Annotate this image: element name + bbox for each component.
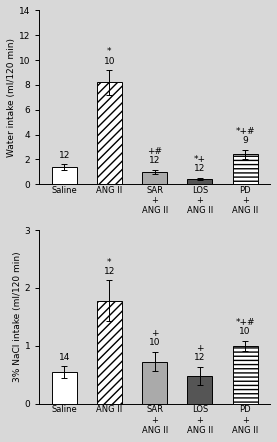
Text: 14: 14 xyxy=(58,353,70,362)
Bar xyxy=(188,376,212,404)
Text: *+#: *+# xyxy=(235,127,255,136)
Y-axis label: Water intake (ml/120 min): Water intake (ml/120 min) xyxy=(7,38,16,157)
Text: 10: 10 xyxy=(104,57,115,66)
Text: 12: 12 xyxy=(194,164,206,173)
Text: +: + xyxy=(196,344,204,353)
Text: *: * xyxy=(107,258,112,267)
Bar xyxy=(52,167,76,184)
Bar xyxy=(52,372,76,404)
Text: 12: 12 xyxy=(149,156,160,165)
Bar xyxy=(97,301,122,404)
Bar xyxy=(188,179,212,184)
Bar xyxy=(142,362,167,404)
Text: *+#: *+# xyxy=(235,318,255,327)
Bar xyxy=(233,346,258,404)
Text: 10: 10 xyxy=(239,328,251,336)
Text: *+: *+ xyxy=(194,155,206,164)
Text: 12: 12 xyxy=(104,267,115,276)
Text: 10: 10 xyxy=(149,339,160,347)
Text: 12: 12 xyxy=(194,354,206,362)
Bar xyxy=(233,154,258,184)
Bar xyxy=(142,172,167,184)
Text: 9: 9 xyxy=(242,137,248,145)
Text: *: * xyxy=(107,47,112,56)
Text: +: + xyxy=(151,329,158,338)
Text: +#: +# xyxy=(147,147,162,156)
Y-axis label: 3% NaCl intake (ml/120 min): 3% NaCl intake (ml/120 min) xyxy=(13,251,22,382)
Text: 12: 12 xyxy=(58,151,70,160)
Bar xyxy=(97,83,122,184)
